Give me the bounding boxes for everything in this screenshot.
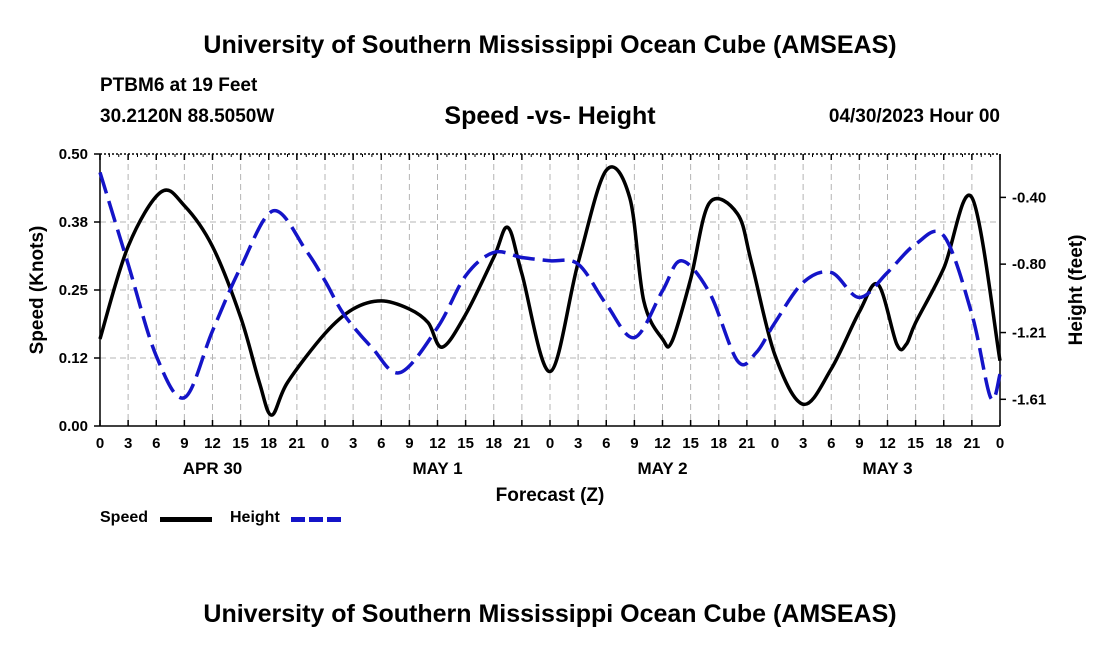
y-axis-title: Speed (Knots) [27,226,48,355]
x-tick-label: 12 [204,435,221,452]
x-tick-label: 15 [907,435,924,452]
x-tick-label: 21 [514,435,531,452]
x-tick-label: 15 [457,435,474,452]
x-tick-label: 12 [429,435,446,452]
x-tick-label: 12 [879,435,896,452]
x-tick-label: 3 [799,435,807,452]
x-tick-label: 15 [232,435,249,452]
x-tick-label: 12 [654,435,671,452]
y-tick-label: 0.12 [59,350,88,367]
y-tick-label: 0.25 [59,282,88,299]
x-tick-label: 3 [349,435,357,452]
day-label: MAY 3 [862,459,912,478]
x-tick-label: 21 [964,435,981,452]
x-tick-label: 9 [855,435,863,452]
day-label: MAY 1 [412,459,462,478]
x-tick-label: 18 [260,435,277,452]
station-coords: 30.2120N 88.5050W [100,106,275,127]
x-tick-label: 21 [739,435,756,452]
y-tick-label: 0.38 [59,214,88,231]
x-tick-label: 6 [152,435,160,452]
x-tick-label: 15 [682,435,699,452]
speed-series-line [98,165,1002,417]
x-tick-label: 21 [289,435,306,452]
x-tick-label: 6 [602,435,610,452]
day-label: APR 30 [183,459,243,478]
page-title: University of Southern Mississippi Ocean… [203,31,897,59]
y2-tick-label: -0.80 [1012,256,1046,273]
legend-height-label: Height [230,509,280,526]
x-axis-title: Forecast (Z) [496,485,605,506]
forecast-datetime: 04/30/2023 Hour 00 [828,106,1000,127]
x-tick-label: 3 [574,435,582,452]
x-tick-label: 9 [405,435,413,452]
x-tick-label: 9 [630,435,638,452]
x-tick-label: 6 [377,435,385,452]
y2-tick-label: -1.21 [1012,325,1046,342]
y2-axis-title: Height (feet) [1066,235,1087,346]
x-tick-label: 18 [485,435,502,452]
station-label: PTBM6 at 19 Feet [100,75,258,96]
x-tick-label: 0 [546,435,554,452]
y2-tick-label: -1.61 [1012,391,1046,408]
x-tick-label: 0 [771,435,779,452]
x-tick-label: 9 [180,435,188,452]
x-tick-label: 6 [827,435,835,452]
x-tick-label: 0 [96,435,104,452]
y-tick-label: 0.50 [59,146,88,163]
legend-speed-swatch [160,517,212,522]
chart-title: Speed -vs- Height [444,102,656,130]
day-label: MAY 2 [637,459,687,478]
legend-speed-label: Speed [100,509,149,526]
x-tick-label: 0 [321,435,329,452]
height-series-line [98,171,1002,402]
x-tick-label: 18 [935,435,952,452]
y2-tick-label: -0.40 [1012,189,1046,206]
y-tick-label: 0.00 [59,418,88,435]
x-tick-label: 0 [996,435,1004,452]
x-tick-label: 3 [124,435,132,452]
legend-height-swatch [291,517,343,522]
footer-title: University of Southern Mississippi Ocean… [203,600,897,628]
x-tick-label: 18 [710,435,727,452]
